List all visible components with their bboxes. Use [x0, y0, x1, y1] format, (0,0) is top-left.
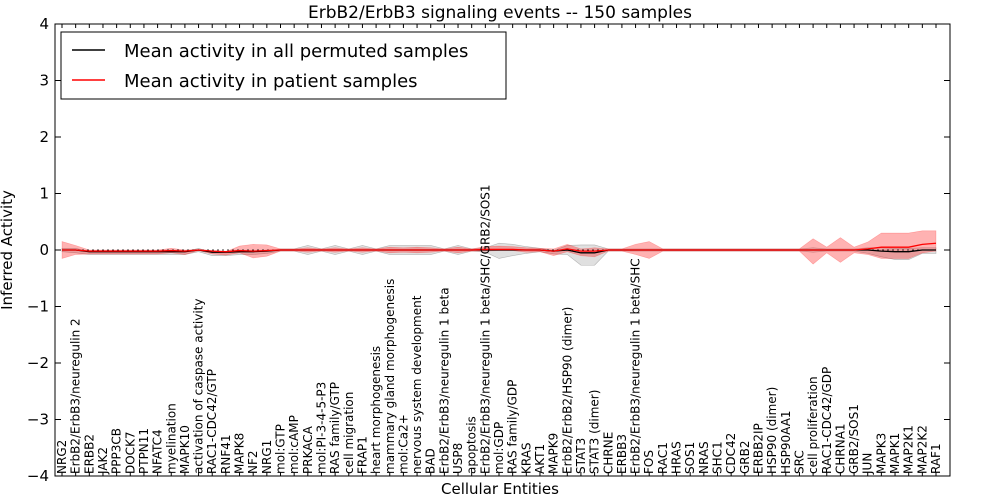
x-tick-label: mol:PI-3-4-5-P3 — [314, 382, 328, 474]
patient-samples-band — [61, 230, 937, 265]
legend: Mean activity in all permuted samples Me… — [60, 31, 507, 100]
x-tick-label: CHRNE — [601, 432, 615, 474]
x-tick-label: JAK2 — [96, 447, 110, 475]
plot-frame — [54, 23, 951, 477]
x-tick-label: RAC1-CDC42/GDP — [820, 367, 834, 474]
x-tick-label: myelination — [164, 403, 178, 474]
y-tick-label: 2 — [39, 128, 49, 146]
x-tick-label: ErbB2/ErbB3/neuregulin 1 beta/SHC — [629, 258, 643, 474]
x-tick-label: ERBB2 — [82, 434, 96, 474]
x-tick-label: GRB2 — [738, 440, 752, 474]
y-tick-label: −3 — [27, 411, 49, 429]
x-tick-label: SRC — [792, 450, 806, 474]
x-tick-label: GRB2/SOS1 — [847, 404, 861, 474]
x-tick-label: mammary gland morphogenesis — [383, 279, 397, 474]
legend-box — [60, 31, 507, 100]
x-tick-label: FRAP1 — [355, 436, 369, 474]
x-tick-label: mol:cAMP — [287, 415, 301, 474]
x-tick-label: mol:Ca2+ — [396, 414, 410, 474]
x-tick-label: nervous system development — [410, 295, 424, 474]
x-tick-label: RAS family/GTP — [328, 382, 342, 474]
x-tick-label: SOS1 — [683, 442, 697, 474]
x-tick-label: HSP90AA1 — [779, 410, 793, 474]
x-tick-label: ERBB2IP — [751, 423, 765, 474]
x-tick-label: AKT1 — [533, 444, 547, 474]
x-tick-label: NFATC4 — [151, 429, 165, 474]
x-tick-label: FOS — [642, 450, 656, 474]
x-tick-label: BAD — [424, 448, 438, 474]
x-tick-label: ErbB2/ErbB3/neuregulin 1 beta/SHC/GRB2/S… — [478, 184, 492, 474]
x-tick-label: ErbB2/ErbB3/neuregulin 2 — [69, 318, 83, 474]
x-tick-label: SHC1 — [711, 441, 725, 474]
y-tick-label: 0 — [39, 241, 49, 259]
x-tick-label: KRAS — [519, 442, 533, 474]
y-tick-label: −4 — [27, 467, 49, 485]
x-tick-label: apoptosis — [465, 416, 479, 474]
x-tick-label: ERBB3 — [615, 434, 629, 474]
x-tick-label: MAPK3 — [874, 433, 888, 474]
x-tick-label: cell migration — [342, 392, 356, 474]
x-tick-label: RNF41 — [219, 435, 233, 475]
x-tick-label: mol:GTP — [274, 424, 288, 474]
chart-title: ErbB2/ErbB3 signaling events -- 150 samp… — [308, 3, 692, 23]
x-axis-ticks: NRG2 ErbB2/ErbB3/neuregulin 2 ERBB2 JAK2 PPP… — [55, 24, 943, 476]
x-tick-label: RAS family/GDP — [506, 380, 520, 474]
permuted-samples-band — [61, 242, 937, 266]
x-tick-label: PTPN11 — [137, 428, 151, 474]
x-axis-label: Cellular Entities — [441, 480, 559, 498]
x-tick-label: USP8 — [451, 443, 465, 474]
confidence-bands — [61, 230, 937, 266]
y-tick-label: 3 — [39, 72, 49, 90]
x-tick-label: CHRNA1 — [833, 423, 847, 474]
x-tick-label: mol:GDP — [492, 422, 506, 474]
x-tick-label: RAC1-CDC42/GTP — [205, 369, 219, 474]
x-tick-label: NRAS — [697, 441, 711, 474]
x-tick-label: HSP90 (dimer) — [765, 387, 779, 474]
x-tick-label: NRG2 — [55, 440, 69, 474]
x-tick-label: MAPK8 — [233, 433, 247, 474]
x-tick-label: MAP2K2 — [915, 425, 929, 474]
x-tick-label: STAT3 (dimer) — [588, 390, 602, 474]
x-tick-label: activation of caspase activity — [192, 299, 206, 474]
x-tick-label: HRAS — [670, 441, 684, 474]
patient-samples-line — [62, 242, 937, 253]
legend-label-patient: Mean activity in patient samples — [124, 71, 418, 92]
x-tick-label: CDC42 — [724, 433, 738, 474]
y-tick-label: 4 — [39, 15, 49, 33]
x-tick-label: NF2 — [246, 450, 260, 474]
x-tick-label: DOCK7 — [123, 431, 137, 474]
x-tick-label: MAPK9 — [547, 433, 561, 474]
x-tick-label: MAP2K1 — [902, 425, 916, 474]
x-tick-label: MAPK1 — [888, 433, 902, 474]
x-tick-label: ErbB2/ErbB3/neuregulin 1 beta — [437, 287, 451, 474]
x-tick-label: PRKACA — [301, 425, 315, 474]
x-tick-label: heart morphogenesis — [369, 346, 383, 474]
x-tick-label: RAF1 — [929, 443, 943, 474]
y-tick-label: 1 — [39, 185, 49, 203]
series-lines — [62, 242, 937, 254]
x-tick-label: STAT3 — [574, 438, 588, 474]
x-tick-label: JUN — [861, 453, 875, 475]
x-tick-label: MAPK10 — [178, 425, 192, 474]
y-tick-label: −1 — [27, 298, 49, 316]
x-tick-label: NRG1 — [260, 440, 274, 474]
x-tick-label: cell proliferation — [806, 376, 820, 474]
y-axis-label: Inferred Activity — [0, 190, 16, 310]
y-tick-label: −2 — [27, 354, 49, 372]
x-tick-label: ErbB2/ErbB2/HSP90 (dimer) — [560, 307, 574, 474]
legend-label-permuted: Mean activity in all permuted samples — [124, 41, 468, 62]
x-tick-label: RAC1 — [656, 442, 670, 474]
y-axis-ticks: 4 3 2 1 0 −1 −2 −3 −4 — [27, 15, 950, 485]
x-tick-label: PPP3CB — [110, 428, 124, 474]
